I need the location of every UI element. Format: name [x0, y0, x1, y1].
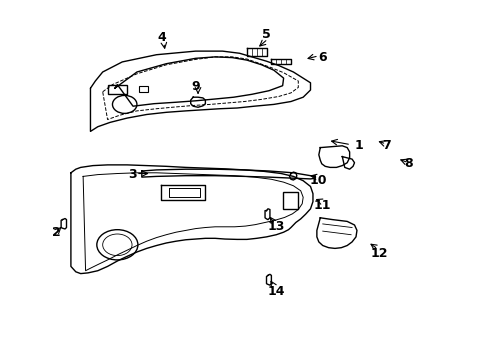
Text: 13: 13 [267, 220, 285, 233]
Text: 7: 7 [381, 139, 390, 152]
Bar [107, 85, 127, 94]
Text: 14: 14 [267, 285, 285, 298]
Text: 1: 1 [354, 139, 363, 152]
Text: 5: 5 [262, 28, 270, 41]
Bar [139, 86, 148, 92]
Text: 2: 2 [52, 226, 61, 239]
Text: 12: 12 [369, 247, 387, 260]
Text: 9: 9 [191, 80, 200, 93]
Bar [282, 192, 298, 209]
Text: 6: 6 [318, 51, 326, 64]
Text: 11: 11 [313, 199, 331, 212]
Text: 10: 10 [308, 174, 326, 186]
Text: 8: 8 [403, 157, 412, 170]
Text: 4: 4 [157, 31, 165, 44]
Text: 3: 3 [127, 168, 136, 181]
